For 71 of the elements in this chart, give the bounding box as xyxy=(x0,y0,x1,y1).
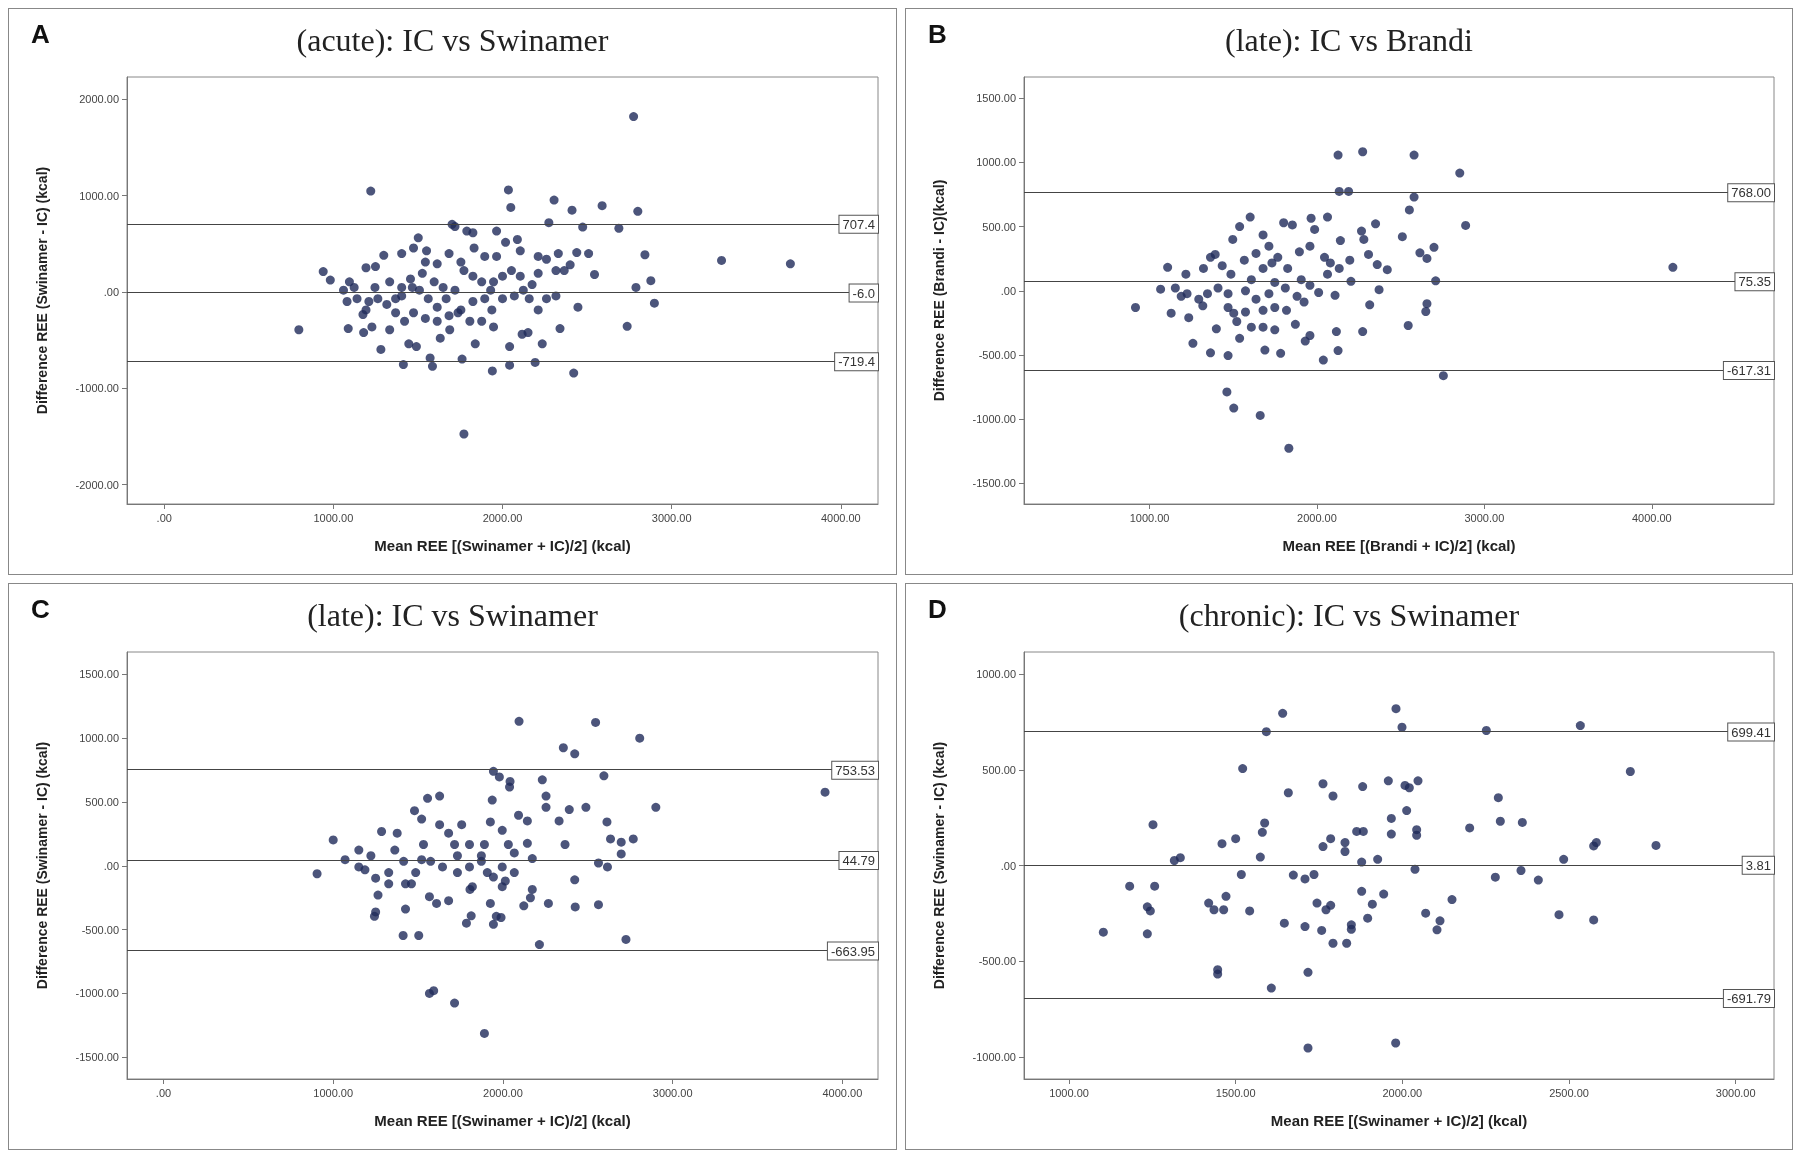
text: C xyxy=(31,594,50,624)
x-axis-title: Mean REE [(Swinamer + IC)/2] (kcal) xyxy=(1270,1112,1528,1129)
x-tick-label: 3000.00 xyxy=(1464,511,1505,524)
text: D xyxy=(928,594,947,624)
ref-line-label: -6.0 xyxy=(852,285,875,301)
ref-line-label: -617.31 xyxy=(1726,363,1771,379)
chart-title: (late): IC vs Swinamer xyxy=(307,597,599,633)
x-tick-label: 4000.00 xyxy=(1631,511,1672,524)
ref-line-label: -719.4 xyxy=(838,354,875,370)
y-tick-label: -500.00 xyxy=(978,349,1016,362)
y-tick-label: 500.00 xyxy=(982,220,1016,233)
ref-line-label: 753.53 xyxy=(835,762,875,778)
x-axis-title: Mean REE [(Swinamer + IC)/2] (kcal) xyxy=(374,537,631,554)
ref-line-label: -691.79 xyxy=(1726,990,1771,1006)
chart-title: (chronic): IC vs Swinamer xyxy=(1178,597,1520,633)
y-tick-label: .00 xyxy=(1000,284,1016,297)
y-tick-label: 500.00 xyxy=(85,795,119,808)
ref-line-label: 44.79 xyxy=(842,853,875,869)
y-tick-label: 1000.00 xyxy=(79,732,119,745)
y-tick-label: .00 xyxy=(103,285,119,298)
y-axis-title: Difference REE (Swinamer - IC) (kcal) xyxy=(931,741,947,990)
x-tick-label: 4000.00 xyxy=(820,511,861,524)
ref-line-label: 699.41 xyxy=(1731,724,1771,740)
ref-line-label: 3.81 xyxy=(1745,857,1771,873)
x-tick-label: 1000.00 xyxy=(1049,1086,1089,1099)
x-axis-title: Mean REE [(Brandi + IC)/2] (kcal) xyxy=(1282,537,1516,554)
y-tick-label: 1500.00 xyxy=(976,92,1016,105)
y-tick-label: -500.00 xyxy=(81,923,119,936)
y-tick-label: 1000.00 xyxy=(79,189,119,202)
x-tick-label: 4000.00 xyxy=(822,1086,863,1099)
x-tick-label: 3000.00 xyxy=(652,1086,693,1099)
ref-line-label: 707.4 xyxy=(842,216,875,232)
y-tick-label: 500.00 xyxy=(982,763,1016,776)
y-axis-title: Difference REE (Swinamer - IC) (kcal) xyxy=(34,741,50,990)
ref-line-label: -663.95 xyxy=(830,943,875,959)
y-tick-label: 2000.00 xyxy=(79,93,119,106)
x-tick-label: 1500.00 xyxy=(1215,1086,1256,1099)
x-tick-label: 2000.00 xyxy=(482,511,523,524)
x-tick-label: .00 xyxy=(156,511,172,524)
x-tick-label: 1000.00 xyxy=(313,1086,354,1099)
y-tick-label: 1000.00 xyxy=(976,668,1016,681)
chart-title: (late): IC vs Brandi xyxy=(1225,22,1474,58)
x-tick-label: 2000.00 xyxy=(1382,1086,1423,1099)
x-axis-title: Mean REE [(Swinamer + IC)/2] (kcal) xyxy=(374,1112,631,1129)
x-tick-label: 1000.00 xyxy=(1129,511,1170,524)
ref-line-label: 75.35 xyxy=(1738,274,1771,290)
chart-title: (acute): IC vs Swinamer xyxy=(296,22,609,58)
ref-line-label: 768.00 xyxy=(1731,185,1771,201)
text: A xyxy=(31,19,50,49)
x-tick-label: 2000.00 xyxy=(483,1086,523,1099)
y-axis-title: Difference REE (Brandi - IC)(kcal) xyxy=(931,179,947,402)
y-tick-label: .00 xyxy=(103,859,119,872)
x-tick-label: .00 xyxy=(155,1086,172,1099)
x-tick-label: 3000.00 xyxy=(1715,1086,1756,1099)
y-axis-title: Difference REE (Swinamer - IC) (kcal) xyxy=(34,166,50,415)
y-tick-label: -2000.00 xyxy=(75,478,119,491)
y-tick-label: -1000.00 xyxy=(75,987,119,1000)
y-tick-label: -1000.00 xyxy=(75,382,119,395)
y-tick-label: 1500.00 xyxy=(79,668,119,681)
y-tick-label: 1000.00 xyxy=(976,156,1016,169)
x-tick-label: 3000.00 xyxy=(651,511,692,524)
text: B xyxy=(928,19,947,49)
y-tick-label: -1500.00 xyxy=(75,1051,119,1064)
y-tick-label: -1000.00 xyxy=(972,1050,1016,1063)
y-tick-label: -1000.00 xyxy=(972,413,1016,426)
x-tick-label: 2500.00 xyxy=(1549,1086,1589,1099)
x-tick-label: 2000.00 xyxy=(1297,511,1337,524)
y-tick-label: -1500.00 xyxy=(972,477,1016,490)
x-tick-label: 1000.00 xyxy=(313,511,354,524)
y-tick-label: -500.00 xyxy=(978,955,1016,968)
y-tick-label: .00 xyxy=(1000,859,1016,872)
